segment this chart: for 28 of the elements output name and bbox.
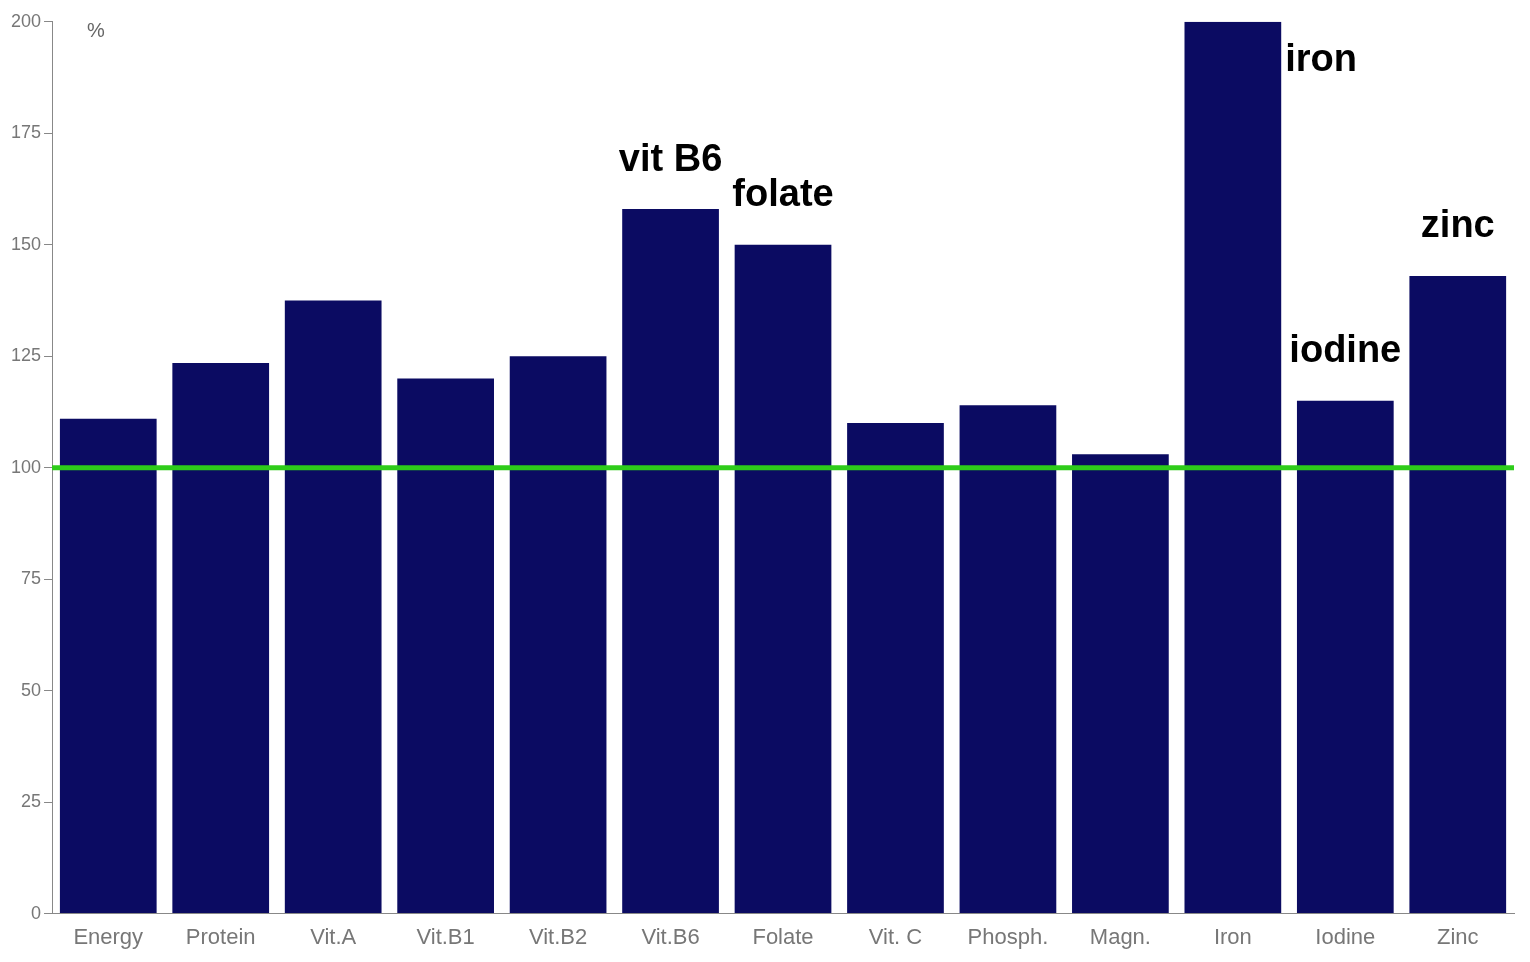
- x-tick-label: Zinc: [1436, 923, 1479, 949]
- y-tick-label: 200: [10, 10, 42, 31]
- y-tick-label: 50: [21, 679, 42, 700]
- x-tick-label: Vit.A: [310, 923, 357, 949]
- y-tick-label: 150: [10, 233, 42, 254]
- annotation: iodine: [1289, 328, 1402, 371]
- x-tick-label: Vit.B2: [528, 923, 588, 949]
- y-tick-label: 175: [10, 122, 42, 143]
- annotation: zinc: [1420, 203, 1495, 246]
- y-tick-label: 75: [21, 568, 42, 589]
- x-tick-label: Protein: [185, 923, 256, 949]
- annotation: folate: [732, 172, 834, 215]
- x-tick-label: Vit. C: [868, 923, 923, 949]
- annotation: iron: [1285, 37, 1357, 80]
- x-tick-label: Folate: [752, 923, 814, 949]
- x-tick-label: Vit.B6: [641, 923, 700, 949]
- x-tick-label: Phosph.: [967, 923, 1049, 949]
- annotation: vit B6: [618, 136, 723, 179]
- y-tick-label: 0: [31, 902, 42, 923]
- x-tick-label: Iron: [1213, 923, 1252, 949]
- y-tick-label: 25: [21, 791, 42, 812]
- x-tick-label: Magn.: [1089, 923, 1151, 949]
- y-axis-title: %: [87, 19, 106, 42]
- x-tick-label: Vit.B1: [416, 923, 475, 949]
- y-tick-label: 125: [10, 345, 42, 366]
- y-tick-label: 100: [10, 456, 42, 477]
- x-tick-label: Energy: [73, 923, 144, 949]
- x-tick-label: Iodine: [1315, 923, 1376, 949]
